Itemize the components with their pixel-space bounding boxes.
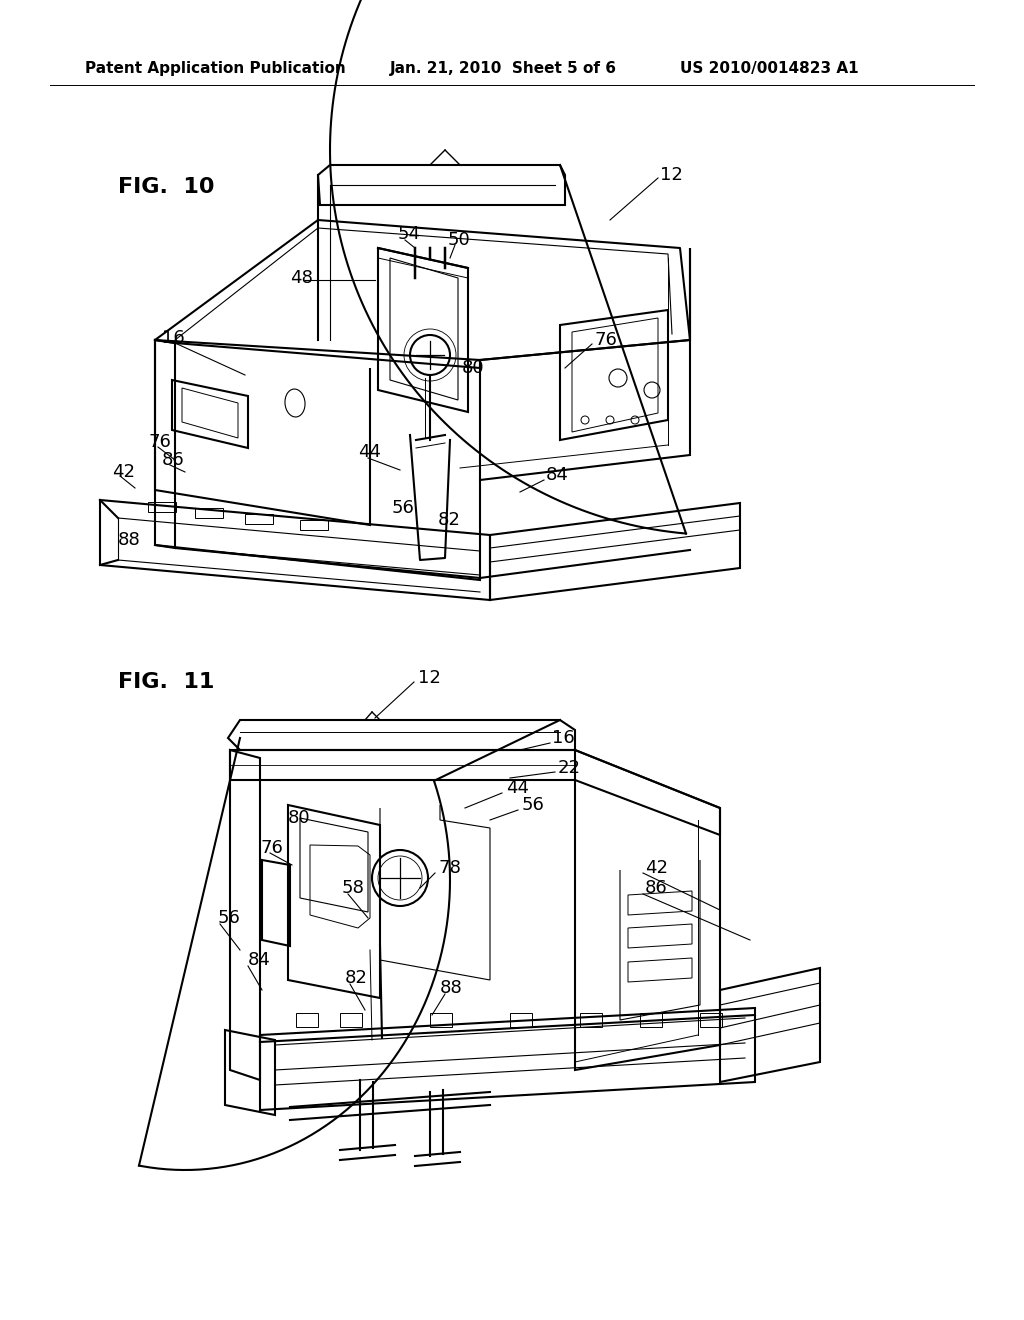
Bar <box>430 1012 452 1027</box>
Bar <box>580 1012 602 1027</box>
Bar <box>700 1012 722 1027</box>
Text: 84: 84 <box>248 950 271 969</box>
Text: 86: 86 <box>645 879 668 898</box>
Text: 82: 82 <box>438 511 461 529</box>
Text: FIG.  11: FIG. 11 <box>118 672 214 692</box>
Text: 16: 16 <box>552 729 574 747</box>
Text: 88: 88 <box>118 531 140 549</box>
Bar <box>300 520 328 531</box>
Text: 84: 84 <box>546 466 569 484</box>
Text: 54: 54 <box>398 224 421 243</box>
Text: 76: 76 <box>260 840 283 857</box>
Text: 78: 78 <box>438 859 461 876</box>
Text: FIG.  10: FIG. 10 <box>118 177 214 197</box>
Text: 12: 12 <box>660 166 683 183</box>
Text: Jan. 21, 2010  Sheet 5 of 6: Jan. 21, 2010 Sheet 5 of 6 <box>390 61 617 75</box>
Text: 76: 76 <box>148 433 171 451</box>
Text: 56: 56 <box>392 499 415 517</box>
Text: 44: 44 <box>358 444 381 461</box>
Bar <box>340 1012 362 1027</box>
Text: 82: 82 <box>345 969 368 987</box>
Bar <box>296 1012 318 1027</box>
Text: 56: 56 <box>522 796 545 814</box>
Text: 80: 80 <box>288 809 310 828</box>
Text: 56: 56 <box>218 909 241 927</box>
Text: 42: 42 <box>645 859 668 876</box>
Text: 42: 42 <box>112 463 135 480</box>
Text: 86: 86 <box>162 451 184 469</box>
Bar <box>195 508 223 517</box>
Text: 58: 58 <box>342 879 365 898</box>
Bar <box>510 1012 532 1027</box>
Text: 76: 76 <box>595 331 617 348</box>
Text: 50: 50 <box>449 231 471 249</box>
Text: 44: 44 <box>506 779 529 797</box>
Text: 16: 16 <box>162 329 184 347</box>
Text: 48: 48 <box>290 269 313 286</box>
Text: 12: 12 <box>418 669 441 686</box>
Text: US 2010/0014823 A1: US 2010/0014823 A1 <box>680 61 859 75</box>
Bar <box>640 1012 662 1027</box>
Text: 88: 88 <box>440 979 463 997</box>
Bar <box>148 502 176 512</box>
Text: 22: 22 <box>558 759 581 777</box>
Bar <box>245 513 273 524</box>
Text: Patent Application Publication: Patent Application Publication <box>85 61 346 75</box>
Text: 80: 80 <box>462 359 484 378</box>
